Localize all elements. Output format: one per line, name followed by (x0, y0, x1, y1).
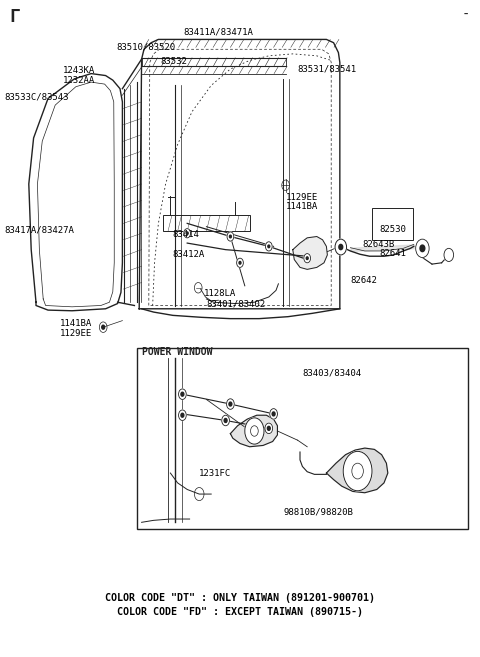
Polygon shape (326, 448, 388, 493)
Bar (137, 348, 468, 529)
Circle shape (222, 415, 229, 426)
Circle shape (306, 257, 308, 260)
Circle shape (245, 418, 264, 444)
Text: 1129EE: 1129EE (60, 328, 92, 338)
Circle shape (227, 399, 234, 409)
Circle shape (444, 248, 454, 261)
Circle shape (265, 423, 273, 434)
Text: 83510/83520: 83510/83520 (117, 43, 176, 52)
Circle shape (268, 245, 270, 248)
Text: 83401/83402: 83401/83402 (206, 299, 265, 308)
Text: 1141BA: 1141BA (60, 319, 92, 328)
Text: POWER WINDOW: POWER WINDOW (142, 347, 212, 357)
Text: 1141BA: 1141BA (286, 202, 318, 211)
Circle shape (239, 261, 241, 264)
Text: 1232AA: 1232AA (62, 76, 95, 85)
Circle shape (335, 239, 347, 255)
Circle shape (270, 409, 277, 419)
Circle shape (237, 258, 243, 267)
Circle shape (272, 412, 275, 416)
Circle shape (267, 426, 270, 430)
Circle shape (181, 413, 184, 417)
Bar (163, 215, 250, 231)
Text: 83531/83541: 83531/83541 (298, 64, 357, 74)
Circle shape (229, 235, 231, 238)
Circle shape (179, 410, 186, 420)
Circle shape (227, 232, 234, 241)
Circle shape (229, 402, 232, 406)
Circle shape (184, 229, 191, 238)
Text: 1129EE: 1129EE (286, 193, 318, 202)
Circle shape (186, 232, 188, 235)
Bar (372, 208, 413, 240)
Text: COLOR CODE "DT" : ONLY TAIWAN (891201-900701): COLOR CODE "DT" : ONLY TAIWAN (891201-90… (105, 593, 375, 603)
Text: 83411A/83471A: 83411A/83471A (183, 27, 253, 36)
Circle shape (304, 254, 311, 263)
Text: 82642: 82642 (350, 276, 377, 285)
Text: 82643B: 82643B (362, 240, 395, 249)
Polygon shape (230, 415, 277, 447)
Circle shape (181, 392, 184, 396)
Text: 1243KA: 1243KA (62, 66, 95, 76)
Text: 83417A/83427A: 83417A/83427A (5, 225, 75, 235)
Polygon shape (293, 237, 327, 269)
Text: 83412A: 83412A (173, 250, 205, 260)
Text: 98810B/98820B: 98810B/98820B (283, 508, 353, 517)
Circle shape (179, 389, 186, 399)
Text: 1231FC: 1231FC (199, 468, 231, 478)
Circle shape (224, 419, 227, 422)
Text: -: - (462, 8, 470, 22)
Text: Γ: Γ (10, 8, 21, 26)
Text: 83533C/83543: 83533C/83543 (5, 93, 69, 102)
Text: 83532: 83532 (161, 57, 188, 66)
Text: 82641: 82641 (379, 249, 406, 258)
Text: COLOR CODE "FD" : EXCEPT TAIWAN (890715-): COLOR CODE "FD" : EXCEPT TAIWAN (890715-… (117, 607, 363, 618)
Text: 82530: 82530 (379, 225, 406, 235)
Circle shape (416, 239, 429, 258)
Circle shape (420, 245, 425, 252)
Text: 83403/83404: 83403/83404 (302, 369, 361, 378)
Circle shape (102, 325, 105, 329)
Text: 1128LA: 1128LA (204, 288, 236, 298)
Circle shape (339, 244, 343, 250)
Text: 83414: 83414 (173, 230, 200, 239)
Circle shape (265, 242, 272, 251)
Circle shape (343, 451, 372, 491)
